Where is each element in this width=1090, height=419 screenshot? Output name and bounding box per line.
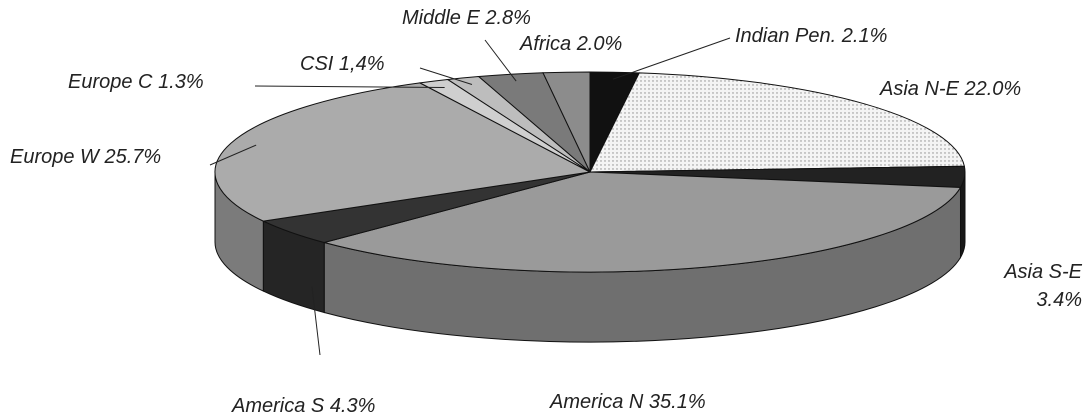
slice-label: Africa 2.0%: [519, 33, 622, 55]
slice-label-name: America S: [231, 395, 325, 417]
leader-line: [612, 37, 731, 80]
slice-label-value: 1,4%: [339, 53, 385, 75]
leader-line: [209, 144, 257, 166]
leader-line: [484, 39, 517, 82]
slice-label: America N 35.1%: [549, 391, 706, 413]
slice-label-name: Europe W: [10, 146, 101, 168]
slice-label-value: 35.1%: [649, 391, 706, 413]
slice-label-value: 1.3%: [158, 71, 204, 93]
slice-label-value: 2.1%: [841, 25, 888, 47]
slice-label: Asia N-E 22.0%: [879, 78, 1021, 100]
slice-label-value: 4.3%: [330, 395, 376, 417]
slice: [542, 71, 591, 173]
slice-label: America S 4.3%: [231, 395, 375, 417]
slice-label-name: Asia S-E: [1003, 261, 1082, 283]
slice-label-name: Asia N-E: [879, 78, 960, 100]
slice-label-name: America N: [549, 391, 644, 413]
slice-label: Asia S-E 3.4%: [1003, 261, 1082, 311]
leader-line: [311, 286, 321, 356]
slice-label-name: Africa: [519, 33, 571, 55]
leader-line: [419, 67, 473, 85]
slice-label-name: Europe C: [68, 71, 153, 93]
slice-label-value: 2.8%: [484, 7, 531, 29]
slice-label: Europe C 1.3%: [68, 71, 204, 93]
slice: [322, 171, 962, 273]
slice-label-name: CSI: [300, 53, 334, 75]
slice-label-value: 25.7%: [104, 146, 162, 168]
slice-label-value: 22.0%: [963, 78, 1021, 100]
slice-label-name: Middle E: [402, 7, 480, 29]
slice-label: Europe W 25.7%: [10, 146, 161, 168]
leader-line: [254, 85, 445, 88]
slice-label: CSI 1,4%: [300, 53, 385, 75]
slice-label-value: 2.0%: [576, 33, 623, 55]
slice-label-value: 3.4%: [1036, 289, 1082, 311]
slice: [214, 82, 592, 222]
slice-label: Middle E 2.8%: [402, 7, 531, 29]
slice-label: Indian Pen. 2.1%: [735, 25, 887, 47]
slice-label-name: Indian Pen.: [735, 25, 836, 47]
slice: [589, 72, 965, 173]
